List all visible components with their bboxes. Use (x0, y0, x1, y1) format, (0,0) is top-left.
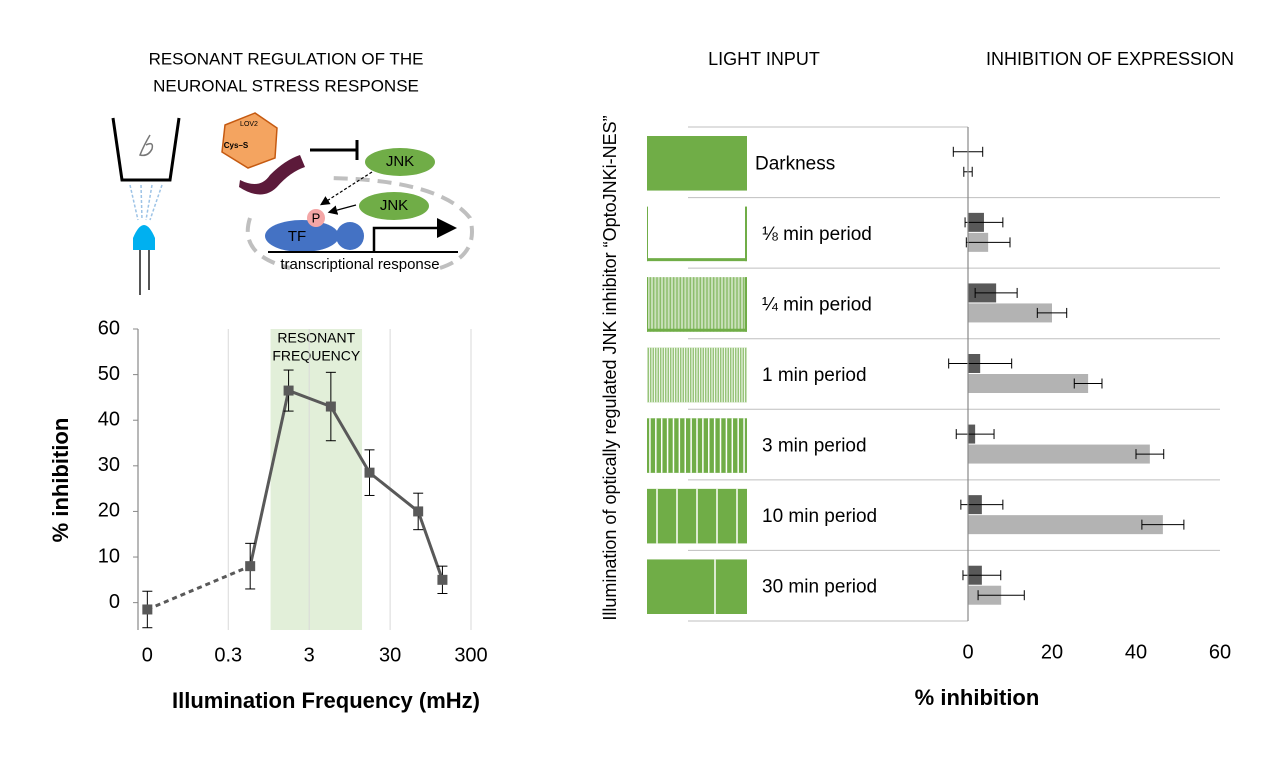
label: JNK (386, 153, 414, 170)
band-label: RESONANT (277, 330, 355, 346)
x-tick-label: 300 (454, 644, 487, 666)
x-tick-label: 0 (142, 644, 153, 666)
label: transcriptional response (280, 256, 439, 273)
label: P (312, 210, 321, 225)
header: INHIBITION OF EXPRESSION (986, 49, 1234, 69)
dish (111, 117, 181, 182)
jnk (359, 192, 429, 220)
worm (138, 134, 154, 157)
category-label: 10 min period (762, 506, 877, 527)
marker (142, 604, 153, 615)
light-input (647, 136, 747, 191)
category-label: Darkness (755, 153, 835, 174)
x-tick-label: 20 (1041, 641, 1063, 663)
chart-title: RESONANT REGULATION OF THE (149, 49, 424, 68)
marker (325, 401, 336, 412)
y-tick-label: 40 (98, 408, 120, 430)
y-tick-label: 30 (98, 454, 120, 476)
resonant-band (270, 329, 363, 630)
marker (245, 561, 256, 572)
x-tick-label: 30 (379, 644, 401, 666)
category-label: 3 min period (762, 436, 867, 457)
bar (968, 515, 1163, 535)
category-label: 1 min period (762, 365, 867, 386)
marker (283, 385, 294, 396)
category-label: ¼ min period (762, 294, 872, 315)
y-tick-label: 20 (98, 500, 120, 522)
light-input (647, 206, 747, 262)
label: Cys–S (224, 141, 249, 150)
x-tick-label: 40 (1125, 641, 1147, 663)
x-axis-label: % inhibition (915, 685, 1040, 710)
category-label: 30 min period (762, 577, 877, 598)
diagram: LOV2 Cys–S JNK JNK P TF transcriptional … (111, 112, 474, 295)
peptide (239, 155, 305, 195)
category-label: ⅛ min period (762, 224, 872, 245)
header: LIGHT INPUT (708, 49, 820, 69)
cofactor (336, 222, 364, 250)
bar (968, 374, 1089, 393)
y-axis-label: Illumination of optically regulated JNK … (600, 115, 620, 620)
y-axis-label: % inhibition (48, 418, 73, 543)
label: TF (288, 228, 306, 245)
jnk (365, 148, 435, 176)
marker (437, 574, 448, 585)
arrow (327, 204, 357, 215)
x-tick-label: 0.3 (214, 644, 242, 666)
series-line (248, 388, 444, 581)
y-tick-label: 0 (109, 591, 120, 613)
y-tick-label: 10 (98, 545, 120, 567)
light-rays (129, 184, 163, 221)
x-tick-label: 3 (304, 644, 315, 666)
light-edge (647, 258, 747, 262)
bar (968, 303, 1052, 323)
light-input (647, 559, 747, 614)
band-label: FREQUENCY (272, 348, 361, 364)
x-tick-label: 0 (962, 641, 973, 663)
x-tick-label: 60 (1209, 641, 1231, 663)
tf (265, 220, 339, 252)
nucleus (245, 176, 474, 270)
label: JNK (380, 197, 408, 214)
bar (968, 444, 1150, 464)
led (133, 225, 155, 250)
series-line (146, 564, 251, 611)
light-input (647, 347, 747, 403)
marker (413, 506, 424, 517)
x-axis-label: Illumination Frequency (mHz) (172, 688, 480, 713)
lov2-domain (221, 112, 278, 169)
chart-title: NEURONAL STRESS RESPONSE (153, 76, 419, 95)
label: LOV2 (240, 121, 258, 128)
marker (364, 467, 375, 478)
phospho (307, 209, 325, 227)
y-tick-label: 50 (98, 363, 120, 385)
arrow (372, 218, 457, 252)
y-tick-label: 60 (98, 317, 120, 339)
light-edge (647, 328, 747, 332)
